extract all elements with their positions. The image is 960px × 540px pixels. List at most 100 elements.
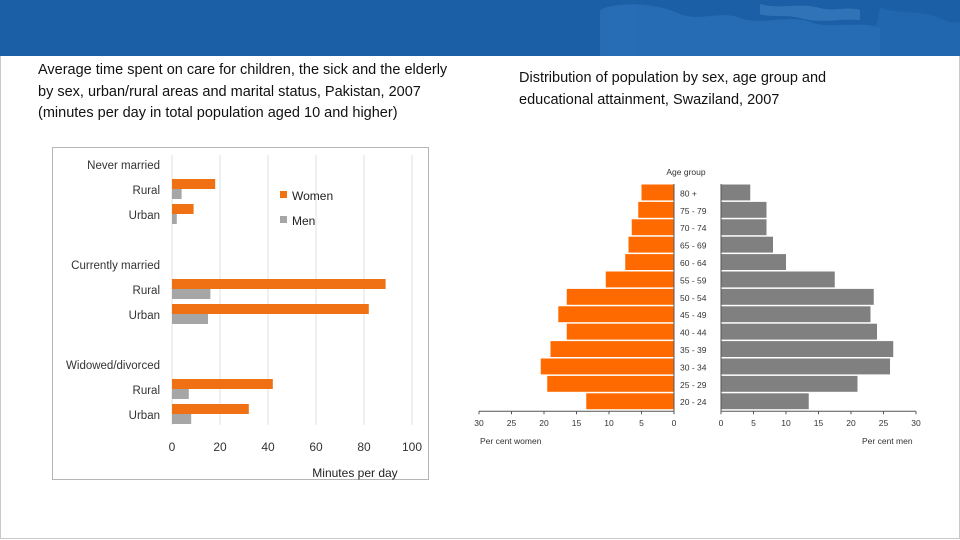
bar-women	[540, 358, 674, 375]
age-label: 30 - 34	[680, 362, 707, 372]
group-label: Widowed/divorced	[66, 360, 160, 372]
x-tick-label-women: 25	[507, 418, 517, 428]
bar-women	[566, 288, 674, 305]
legend-swatch-men	[280, 216, 287, 223]
age-label: 45 - 49	[680, 310, 707, 320]
age-label: 40 - 44	[680, 328, 707, 338]
age-label: 60 - 64	[680, 258, 707, 268]
category-label: Urban	[129, 310, 160, 322]
bar-men	[721, 288, 874, 305]
category-label: Urban	[129, 410, 160, 422]
age-label: 80 +	[680, 188, 697, 198]
legend-label-women: Women	[292, 189, 333, 203]
bar-women	[628, 236, 674, 253]
x-tick-label-men: 25	[879, 418, 889, 428]
bar-men	[721, 323, 877, 340]
bar-men	[172, 214, 177, 224]
age-label: 20 - 24	[680, 397, 707, 407]
x-tick-label-women: 5	[639, 418, 644, 428]
axes: 30 25 20 15 10 5 0 0 5 10 15 20 25 30	[474, 184, 921, 428]
bar-men	[172, 414, 192, 424]
bar-women	[547, 375, 674, 392]
pyramid-bars	[540, 184, 894, 410]
x-tick-label-women: 30	[474, 418, 484, 428]
legend: Women Men	[280, 189, 333, 228]
bar-men	[721, 219, 767, 236]
bar-women	[631, 219, 674, 236]
x-tick-label: 40	[261, 440, 275, 454]
x-axis-ticks: 0 20 40 60 80 100	[169, 440, 423, 454]
group-label: Currently married	[71, 260, 160, 272]
x-tick-label-men: 0	[719, 418, 724, 428]
bar-women	[172, 304, 369, 314]
group-label: Never married	[87, 160, 160, 172]
legend-label-men: Men	[292, 214, 315, 228]
age-label: 50 - 54	[680, 293, 707, 303]
category-label: Rural	[133, 385, 160, 397]
bar-men	[172, 289, 211, 299]
x-tick-label-men: 20	[846, 418, 856, 428]
bar-women	[566, 323, 674, 340]
category-labels: Never married Currently married Widowed/di…	[66, 160, 160, 422]
category-label: Urban	[129, 210, 160, 222]
x-axis-label: Minutes per day	[312, 466, 397, 480]
bar-women	[638, 201, 674, 218]
age-label: 65 - 69	[680, 241, 707, 251]
x-tick-label-women: 10	[604, 418, 614, 428]
bar-men	[721, 236, 773, 253]
x-tick-label: 0	[169, 440, 176, 454]
bar-men	[721, 358, 890, 375]
category-label: Rural	[133, 185, 160, 197]
bar-men	[721, 393, 809, 410]
bar-women	[172, 279, 386, 289]
bar-women	[172, 379, 273, 389]
age-label: 75 - 79	[680, 206, 707, 216]
x-axis-label-men: Per cent men	[862, 436, 913, 446]
bars	[172, 179, 386, 424]
bar-men	[721, 254, 786, 270]
age-group-title: Age group	[666, 167, 705, 177]
bar-women	[641, 184, 674, 201]
x-tick-label: 20	[213, 440, 227, 454]
header-banner	[0, 0, 960, 56]
x-tick-label-women: 20	[539, 418, 549, 428]
bar-women	[586, 393, 674, 410]
world-map-graphic	[600, 4, 960, 56]
bar-women	[172, 179, 216, 189]
age-label: 55 - 59	[680, 275, 707, 285]
x-tick-label: 80	[357, 440, 371, 454]
bar-men	[721, 375, 858, 392]
care-time-bar-chart: Never married Currently married Widowed/di…	[52, 147, 429, 480]
x-tick-label-men: 30	[911, 418, 921, 428]
age-labels: 80 + 75 - 79 70 - 74 65 - 69 60 - 64 55 - 59 5…	[680, 188, 707, 407]
category-label: Rural	[133, 285, 160, 297]
legend-swatch-women	[280, 191, 287, 198]
bar-men	[721, 184, 751, 201]
x-tick-label-women: 15	[572, 418, 582, 428]
x-tick-label-men: 15	[814, 418, 824, 428]
right-chart-caption: Distribution of population by sex, age g…	[519, 70, 827, 108]
bar-women	[625, 254, 674, 270]
age-label: 35 - 39	[680, 345, 707, 355]
age-label: 70 - 74	[680, 223, 707, 233]
bar-men	[721, 306, 871, 323]
x-axis-label-women: Per cent women	[480, 436, 542, 446]
bar-women	[605, 271, 674, 288]
bar-men	[721, 341, 894, 357]
bar-women	[558, 306, 674, 323]
x-tick-label-men: 5	[751, 418, 756, 428]
left-chart-caption: Average time spent on care for children,…	[38, 62, 448, 121]
x-tick-label-men: 10	[781, 418, 791, 428]
age-label: 25 - 29	[680, 380, 707, 390]
bar-women	[172, 404, 249, 414]
bar-men	[721, 201, 767, 218]
bar-men	[172, 389, 189, 399]
bar-men	[721, 271, 835, 288]
x-tick-label-women: 0	[672, 418, 677, 428]
bar-men	[172, 314, 208, 324]
x-tick-label: 100	[402, 440, 422, 454]
population-pyramid-chart: Age group 80 + 75 - 79 70 - 74 65 - 69 60 - …	[474, 167, 921, 446]
bar-men	[172, 189, 182, 199]
bar-women	[172, 204, 194, 214]
x-tick-label: 60	[309, 440, 323, 454]
